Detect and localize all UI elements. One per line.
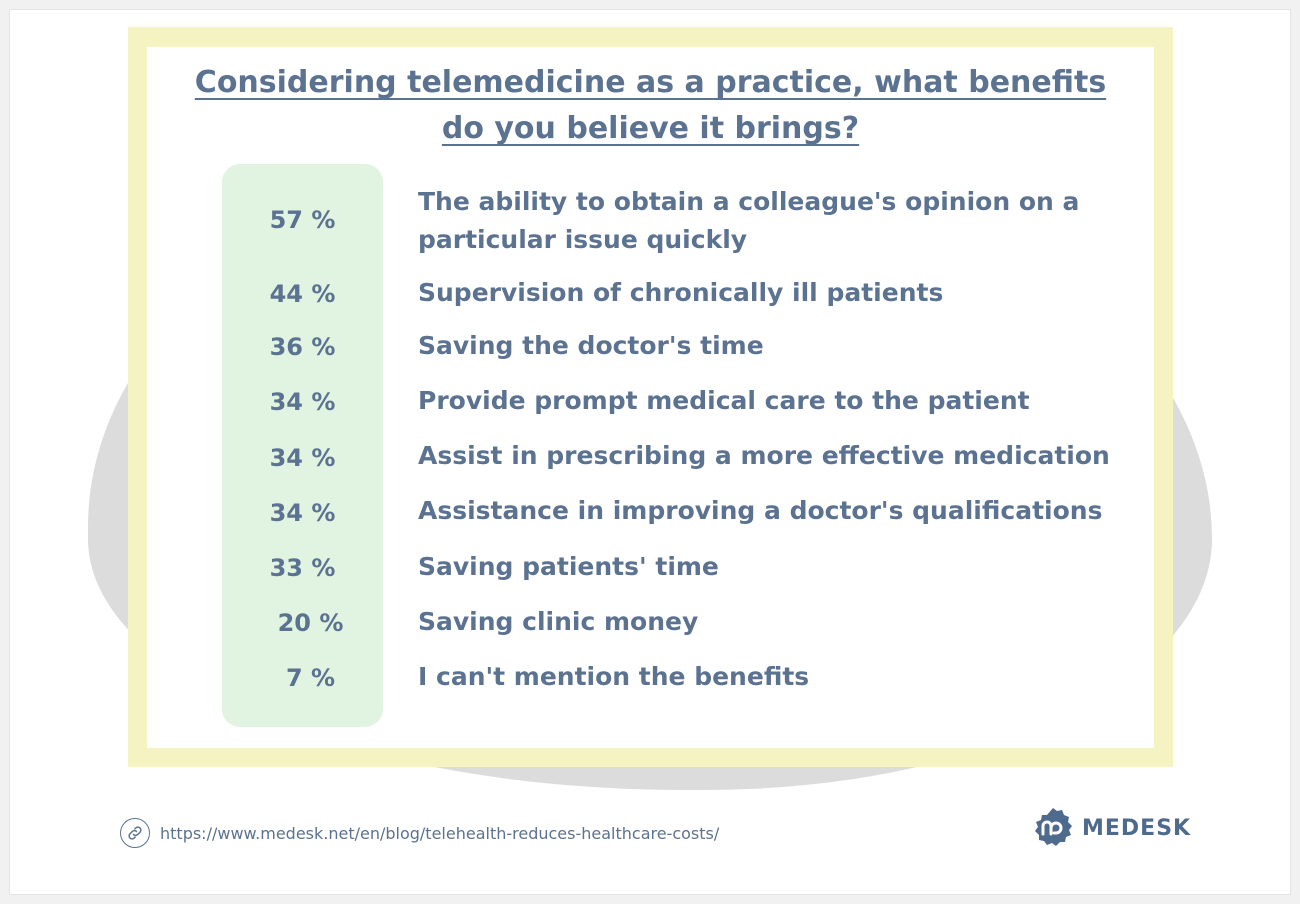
brand-name: MEDESK [1082, 815, 1192, 841]
benefit-label: The ability to obtain a colleague's opin… [418, 183, 1118, 259]
benefit-label: Saving the doctor's time [418, 327, 1118, 365]
benefit-label-line: Saving clinic money [418, 607, 699, 636]
benefit-label-line: Assist in prescribing a more effective m… [418, 441, 1110, 470]
benefit-label-line: I can't mention the benefits [418, 662, 810, 691]
link-icon [120, 818, 150, 848]
benefit-label-line: Saving patients' time [418, 552, 719, 581]
benefit-label-line: Supervision of chronically ill patients [418, 278, 944, 307]
chart-title-line-1: Considering telemedicine as a practice, … [194, 65, 1107, 100]
benefit-percentage: 7 % [285, 664, 336, 692]
benefit-percentage: 20 % [277, 609, 344, 637]
benefit-label: Assistance in improving a doctor's quali… [418, 492, 1118, 530]
benefit-percentage: 44 % [269, 280, 336, 308]
benefit-label-line: particular issue quickly [418, 225, 748, 254]
benefit-label-line: Assistance in improving a doctor's quali… [418, 496, 1103, 525]
benefit-label: Saving clinic money [418, 603, 1118, 641]
benefit-percentage: 36 % [269, 333, 336, 361]
chart-title: Considering telemedicine as a practice, … [147, 60, 1154, 152]
benefit-label: Assist in prescribing a more effective m… [418, 437, 1118, 475]
benefit-percentage: 34 % [269, 499, 336, 527]
percentage-column [222, 164, 383, 727]
benefit-percentage: 34 % [269, 388, 336, 416]
medesk-logo-icon [1035, 808, 1072, 846]
benefit-label-line: Saving the doctor's time [418, 331, 764, 360]
medesk-brand: MEDESK [1032, 806, 1191, 850]
chart-title-line-2: do you believe it brings? [441, 111, 860, 146]
benefit-label: Saving patients' time [418, 548, 1118, 586]
benefit-label: Supervision of chronically ill patients [418, 274, 1118, 312]
benefit-percentage: 33 % [269, 554, 336, 582]
benefit-label: I can't mention the benefits [418, 658, 1118, 696]
benefit-percentage: 34 % [269, 444, 336, 472]
source-url[interactable]: https://www.medesk.net/en/blog/telehealt… [160, 823, 720, 843]
benefit-label-line: Provide prompt medical care to the patie… [418, 386, 1030, 415]
source-link[interactable]: https://www.medesk.net/en/blog/telehealt… [120, 816, 719, 850]
benefit-percentage: 57 % [269, 206, 336, 234]
benefit-label: Provide prompt medical care to the patie… [418, 382, 1118, 420]
benefit-label-line: The ability to obtain a colleague's opin… [418, 187, 1080, 216]
